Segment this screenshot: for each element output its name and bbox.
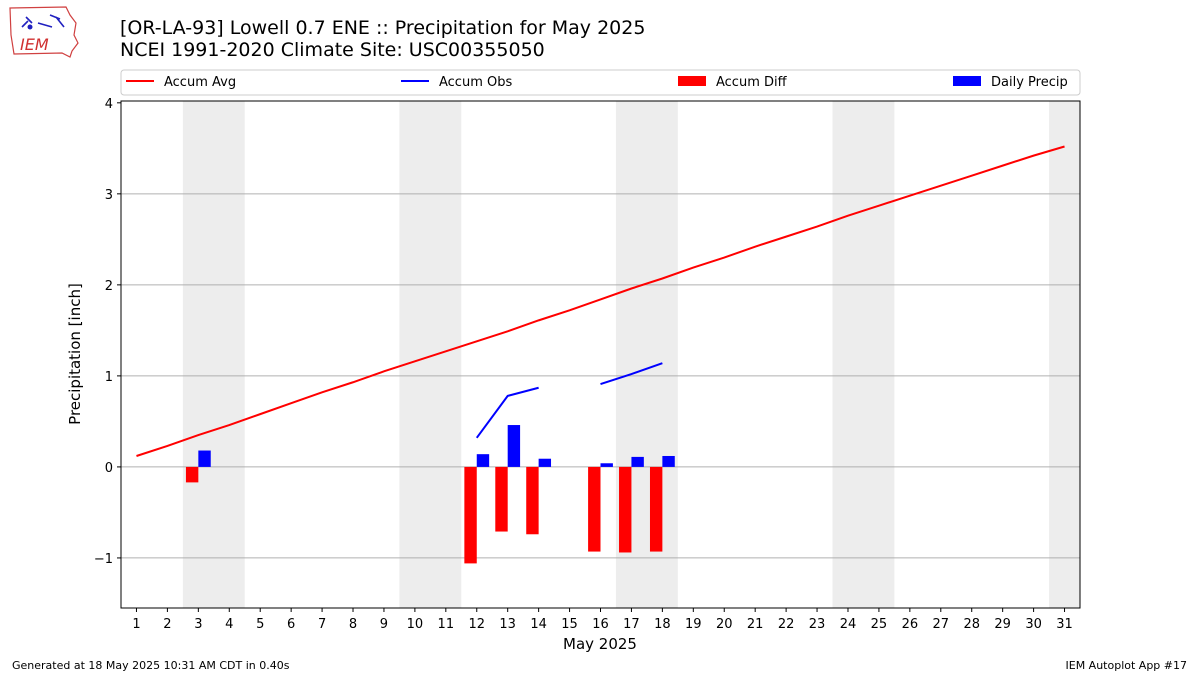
iem-logo: IEM [9,6,79,58]
y-tick-label: 4 [105,97,113,112]
y-tick-label: 1 [105,370,113,385]
x-tick-label: 20 [716,617,733,632]
x-tick-label: 19 [685,617,702,632]
x-tick-label: 31 [1056,617,1073,632]
x-tick-label: 1 [132,617,140,632]
chart-title-line1: [OR-LA-93] Lowell 0.7 ENE :: Precipitati… [120,17,646,39]
x-tick-label: 8 [349,617,357,632]
daily-precip-bar [631,456,644,467]
x-tick-label: 9 [380,617,388,632]
accum-diff-bar [464,466,477,564]
y-axis-label: Precipitation [inch] [66,283,84,425]
line-series [136,145,1065,457]
chart-title-line2: NCEI 1991-2020 Climate Site: USC00355050 [120,39,545,61]
x-tick-label: 10 [407,617,424,632]
chart-title: [OR-LA-93] Lowell 0.7 ENE :: Precipitati… [120,17,645,61]
accum-diff-bar [588,466,601,552]
x-tick-label: 11 [438,617,455,632]
x-tick-label: 17 [623,617,640,632]
daily-precip-bar [198,450,211,467]
y-tick-label: 0 [105,461,113,476]
weekend-shading [182,101,1080,608]
legend-label: Accum Obs [439,75,512,90]
daily-precip-bar [507,425,521,467]
x-tick-label: 21 [747,617,764,632]
accum-diff-bar [495,466,508,532]
y-tick-label: −1 [94,552,113,567]
weather-dot-icon [27,24,33,30]
y-tick-label: 2 [105,279,113,294]
logo-text: IEM [20,35,49,54]
x-tick-label: 6 [287,617,295,632]
legend: Accum Avg Accum Obs Accum Diff Daily Precip [120,69,1081,96]
weather-icon [21,14,65,28]
y-gridlines [121,193,1080,559]
iowa-outline-shape [9,6,79,58]
daily-precip-bar [538,458,552,467]
legend-bar-swatch [678,76,706,86]
x-axis-label: May 2025 [563,635,637,653]
y-axis: −1 0 1 2 3 4 [94,97,121,567]
legend-label: Accum Diff [716,75,788,90]
weekend-band [1049,101,1080,608]
legend-bar-swatch [953,76,981,86]
accum-diff-bar [185,466,199,483]
weekend-band [832,101,895,608]
generated-timestamp: Generated at 18 May 2025 10:31 AM CDT in… [12,659,290,672]
x-tick-label: 22 [778,617,795,632]
accum-diff-bar [526,466,539,535]
daily-precip-bar [476,454,490,467]
legend-box [120,69,1081,96]
x-tick-label: 29 [994,617,1011,632]
x-tick-label: 4 [225,617,233,632]
x-tick-label: 5 [256,617,264,632]
x-tick-label: 13 [499,617,516,632]
x-tick-label: 24 [840,617,857,632]
legend-label: Accum Avg [164,75,236,90]
x-tick-label: 16 [592,617,609,632]
accum-obs-line [475,386,539,439]
weekend-band [182,101,245,608]
legend-label: Daily Precip [991,75,1068,90]
bar-series [185,425,675,564]
x-tick-label: 7 [318,617,326,632]
x-tick-label: 14 [530,617,547,632]
daily-precip-bar [662,455,675,467]
autoplot-app-label: IEM Autoplot App #17 [1065,659,1188,672]
x-axis: 1 2 3 4 5 6 7 8 9 10 11 12 13 14 15 16 17 18 19 20 21 22 23 24 2… [132,608,1073,632]
x-tick-label: 30 [1025,617,1042,632]
x-tick-label: 15 [561,617,578,632]
accum-diff-bar [649,466,663,552]
x-tick-label: 27 [933,617,950,632]
weekend-band [399,101,462,608]
x-tick-label: 18 [654,617,671,632]
x-tick-label: 25 [871,617,888,632]
accum-obs-line [600,362,663,386]
y-tick-label: 3 [105,188,113,203]
x-tick-label: 12 [468,617,485,632]
x-tick-label: 2 [163,617,171,632]
x-tick-label: 3 [194,617,202,632]
x-tick-label: 26 [902,617,919,632]
daily-precip-bar [600,463,613,467]
accum-diff-bar [619,466,632,553]
accum-avg-line [136,145,1065,457]
x-tick-label: 23 [809,617,826,632]
x-tick-label: 28 [963,617,980,632]
